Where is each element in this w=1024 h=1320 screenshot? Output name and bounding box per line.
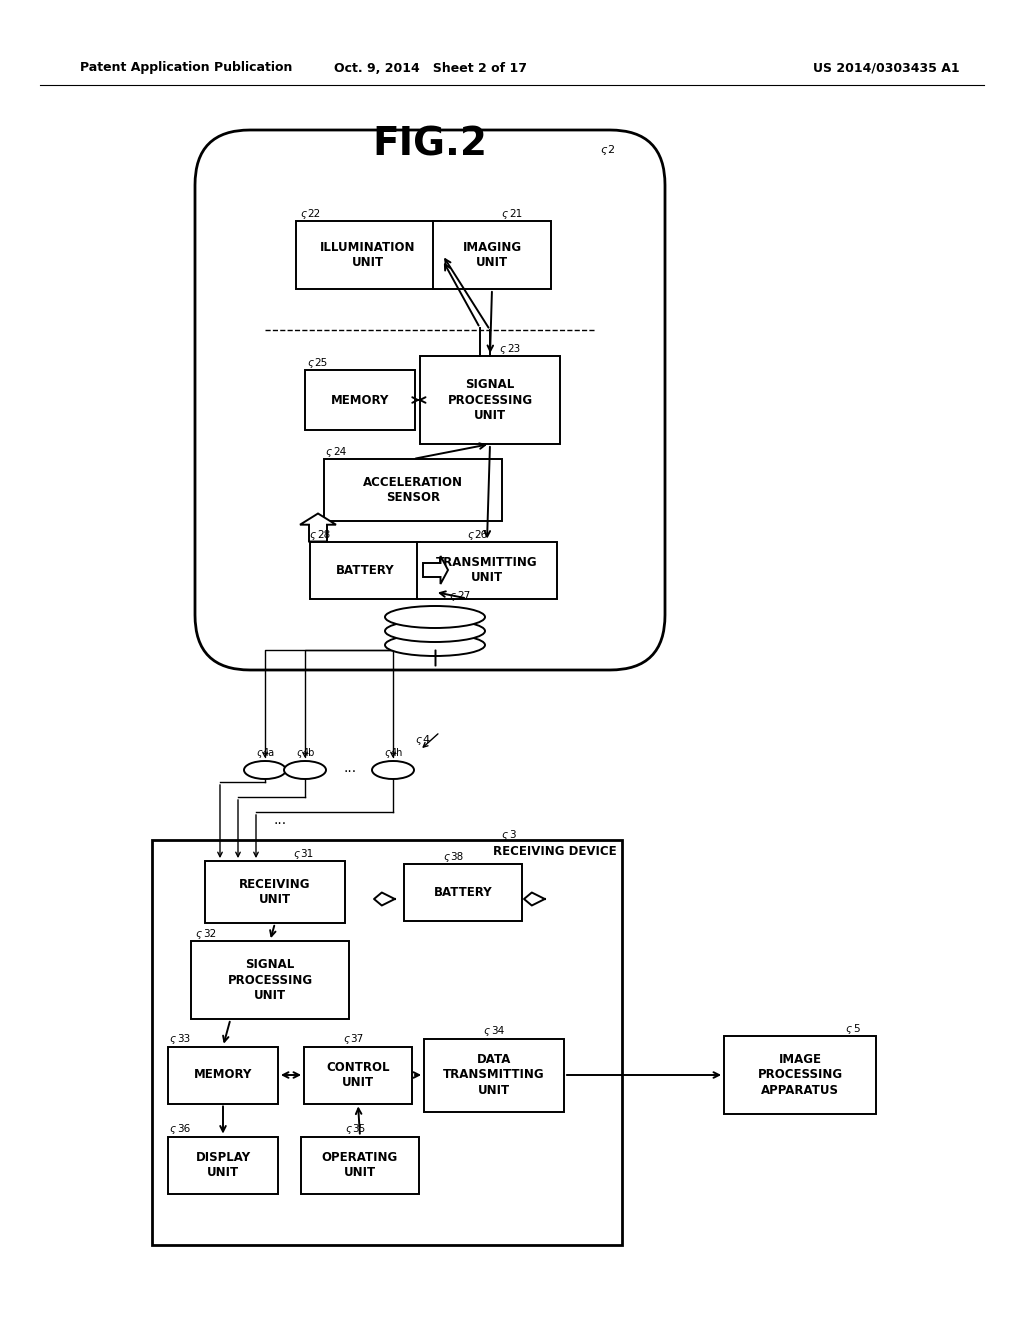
Text: 34: 34 bbox=[490, 1027, 504, 1036]
Text: ς: ς bbox=[170, 1035, 176, 1044]
Text: 5: 5 bbox=[853, 1024, 859, 1034]
Text: US 2014/0303435 A1: US 2014/0303435 A1 bbox=[813, 62, 961, 74]
Bar bbox=[191, 941, 349, 1019]
Text: ς: ς bbox=[502, 209, 508, 219]
Text: FIG.2: FIG.2 bbox=[373, 125, 487, 164]
Text: ς: ς bbox=[502, 830, 508, 840]
Text: ς: ς bbox=[443, 851, 450, 862]
Bar bbox=[417, 541, 557, 598]
Bar bbox=[205, 861, 345, 923]
Text: BATTERY: BATTERY bbox=[434, 886, 493, 899]
Text: 35: 35 bbox=[352, 1125, 366, 1134]
Text: MEMORY: MEMORY bbox=[331, 393, 389, 407]
Text: IMAGE
PROCESSING
APPARATUS: IMAGE PROCESSING APPARATUS bbox=[758, 1053, 843, 1097]
Text: 36: 36 bbox=[177, 1125, 190, 1134]
Text: OPERATING
UNIT: OPERATING UNIT bbox=[322, 1151, 398, 1179]
Text: ς: ς bbox=[484, 1027, 490, 1036]
Bar bbox=[304, 1047, 412, 1104]
Text: RECEIVING DEVICE: RECEIVING DEVICE bbox=[494, 845, 617, 858]
Text: ς: ς bbox=[170, 1125, 176, 1134]
Text: 4: 4 bbox=[422, 735, 429, 744]
Text: RECEIVING
UNIT: RECEIVING UNIT bbox=[240, 878, 310, 907]
Bar bbox=[296, 220, 440, 289]
Ellipse shape bbox=[244, 762, 286, 779]
Bar bbox=[433, 220, 551, 289]
Text: 26: 26 bbox=[474, 529, 487, 540]
Text: TRANSMITTING
UNIT: TRANSMITTING UNIT bbox=[436, 556, 538, 585]
Text: ...: ... bbox=[343, 762, 356, 775]
Text: 22: 22 bbox=[307, 209, 321, 219]
Bar bbox=[152, 840, 622, 1245]
Text: 4b: 4b bbox=[303, 748, 315, 758]
FancyBboxPatch shape bbox=[195, 129, 665, 671]
Text: ς: ς bbox=[300, 209, 306, 219]
Ellipse shape bbox=[385, 634, 485, 656]
Text: ς: ς bbox=[500, 345, 506, 354]
Text: 25: 25 bbox=[314, 358, 328, 368]
Ellipse shape bbox=[385, 620, 485, 642]
Text: ς: ς bbox=[600, 145, 606, 154]
Text: ς: ς bbox=[450, 591, 456, 601]
Text: ς: ς bbox=[326, 447, 332, 457]
Text: 3: 3 bbox=[509, 830, 516, 840]
Text: 27: 27 bbox=[457, 591, 470, 601]
Bar bbox=[305, 370, 415, 430]
Text: ς: ς bbox=[196, 929, 202, 939]
Bar bbox=[424, 1039, 564, 1111]
Text: IMAGING
UNIT: IMAGING UNIT bbox=[463, 240, 521, 269]
Text: MEMORY: MEMORY bbox=[194, 1068, 252, 1081]
Text: ς: ς bbox=[310, 529, 316, 540]
Text: ς: ς bbox=[307, 358, 313, 368]
Text: ACCELERATION
SENSOR: ACCELERATION SENSOR bbox=[362, 475, 463, 504]
Text: 23: 23 bbox=[507, 345, 520, 354]
Text: CONTROL
UNIT: CONTROL UNIT bbox=[327, 1061, 390, 1089]
Text: 32: 32 bbox=[203, 929, 216, 939]
Text: ς: ς bbox=[297, 748, 303, 758]
Ellipse shape bbox=[372, 762, 414, 779]
Text: ...: ... bbox=[273, 813, 287, 828]
Text: 38: 38 bbox=[450, 851, 463, 862]
Polygon shape bbox=[423, 556, 449, 583]
Text: ς: ς bbox=[345, 1125, 351, 1134]
Text: ς: ς bbox=[415, 735, 421, 744]
Bar bbox=[310, 541, 420, 598]
Text: Patent Application Publication: Patent Application Publication bbox=[80, 62, 293, 74]
Text: Oct. 9, 2014   Sheet 2 of 17: Oct. 9, 2014 Sheet 2 of 17 bbox=[334, 62, 526, 74]
Text: 31: 31 bbox=[300, 849, 313, 859]
Text: SIGNAL
PROCESSING
UNIT: SIGNAL PROCESSING UNIT bbox=[447, 378, 532, 422]
Text: ς: ς bbox=[257, 748, 263, 758]
Text: 37: 37 bbox=[350, 1035, 364, 1044]
Bar bbox=[301, 1137, 419, 1193]
Text: 33: 33 bbox=[177, 1035, 190, 1044]
Text: DISPLAY
UNIT: DISPLAY UNIT bbox=[196, 1151, 251, 1179]
Text: ILLUMINATION
UNIT: ILLUMINATION UNIT bbox=[321, 240, 416, 269]
Ellipse shape bbox=[284, 762, 326, 779]
Bar bbox=[420, 356, 560, 444]
Text: ς: ς bbox=[467, 529, 473, 540]
Bar bbox=[168, 1047, 278, 1104]
Text: 4h: 4h bbox=[391, 748, 403, 758]
Text: 21: 21 bbox=[509, 209, 522, 219]
Text: BATTERY: BATTERY bbox=[336, 564, 394, 577]
Text: ς: ς bbox=[846, 1024, 852, 1034]
Polygon shape bbox=[300, 513, 336, 541]
Text: 24: 24 bbox=[333, 447, 346, 457]
Bar bbox=[324, 459, 502, 521]
Text: SIGNAL
PROCESSING
UNIT: SIGNAL PROCESSING UNIT bbox=[227, 958, 312, 1002]
Bar bbox=[168, 1137, 278, 1193]
Polygon shape bbox=[524, 892, 545, 906]
Polygon shape bbox=[374, 892, 395, 906]
Bar bbox=[404, 863, 522, 920]
Text: 2: 2 bbox=[607, 145, 614, 154]
Ellipse shape bbox=[385, 606, 485, 628]
Text: DATA
TRANSMITTING
UNIT: DATA TRANSMITTING UNIT bbox=[443, 1053, 545, 1097]
Text: ς: ς bbox=[293, 849, 299, 859]
Bar bbox=[724, 1036, 876, 1114]
Text: ς: ς bbox=[343, 1035, 349, 1044]
Text: 28: 28 bbox=[317, 529, 331, 540]
Text: ς: ς bbox=[385, 748, 391, 758]
Text: 4a: 4a bbox=[263, 748, 275, 758]
